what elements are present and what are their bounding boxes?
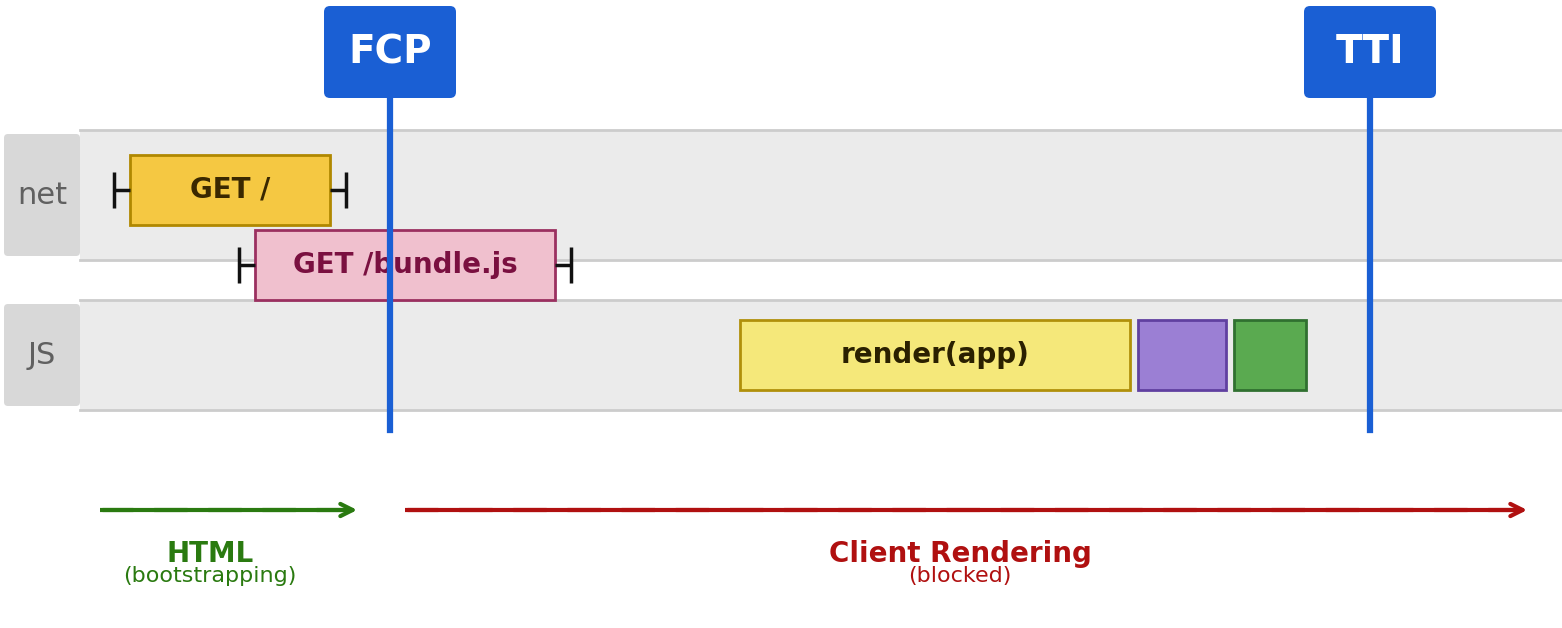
FancyBboxPatch shape: [5, 134, 80, 256]
Bar: [255, 230, 555, 300]
FancyBboxPatch shape: [323, 6, 456, 98]
Text: (blocked): (blocked): [909, 566, 1012, 586]
Text: FCP: FCP: [348, 33, 431, 71]
Text: GET /bundle.js: GET /bundle.js: [292, 251, 517, 279]
Text: GET /: GET /: [191, 176, 270, 204]
FancyBboxPatch shape: [5, 304, 80, 406]
Text: (bootstrapping): (bootstrapping): [123, 566, 297, 586]
Text: JS: JS: [28, 340, 56, 369]
Bar: [1234, 320, 1306, 390]
Text: net: net: [17, 180, 67, 210]
Bar: [80, 300, 1562, 410]
Text: HTML: HTML: [167, 540, 253, 568]
Text: Client Rendering: Client Rendering: [828, 540, 1092, 568]
Bar: [130, 155, 330, 225]
Bar: [740, 320, 1129, 390]
Bar: [80, 130, 1562, 260]
Text: TTI: TTI: [1336, 33, 1404, 71]
FancyBboxPatch shape: [1304, 6, 1435, 98]
Text: render(app): render(app): [840, 341, 1029, 369]
Bar: [1139, 320, 1226, 390]
